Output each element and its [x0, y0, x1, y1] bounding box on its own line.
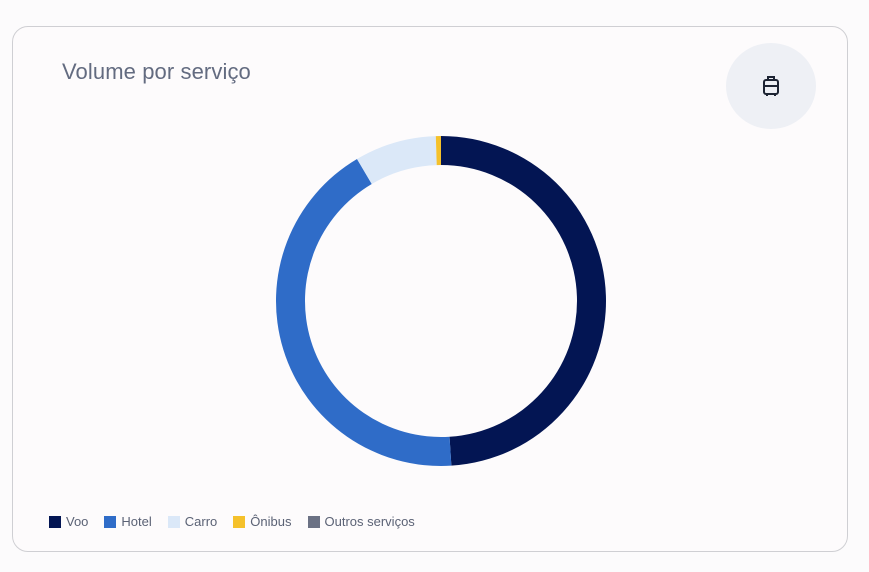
card-title: Volume por serviço [62, 59, 251, 84]
luggage-icon [763, 76, 779, 96]
donut-slice-voo[interactable] [441, 136, 606, 466]
legend-swatch [167, 515, 180, 528]
legend-label: Hotel [121, 514, 152, 529]
donut-slice-ônibus[interactable] [435, 136, 441, 166]
donut-slice-carro[interactable] [357, 136, 437, 184]
legend-item[interactable]: Voo [49, 514, 88, 529]
legend-swatch [233, 515, 246, 528]
donut-chart [275, 136, 606, 466]
legend-label: Voo [66, 514, 89, 529]
legend-label: Ônibus [250, 514, 292, 529]
legend-swatch [49, 515, 61, 528]
legend-swatch [307, 515, 320, 528]
legend-label: Carro [184, 514, 218, 529]
legend-swatch [104, 515, 117, 528]
legend-item[interactable]: Hotel [104, 514, 152, 529]
volume-card: Volume por serviço Voo Hotel Carro Ônibus Ou… [12, 26, 848, 552]
legend-item[interactable]: Outros serviços [307, 514, 415, 529]
luggage-button[interactable] [726, 43, 816, 129]
chart-legend: Voo Hotel Carro Ônibus Outros serviços [49, 514, 415, 529]
donut-slice-hotel[interactable] [275, 158, 452, 466]
legend-item[interactable]: Ônibus [233, 514, 292, 529]
legend-label: Outros serviços [324, 514, 415, 529]
legend-item[interactable]: Carro [167, 514, 218, 529]
